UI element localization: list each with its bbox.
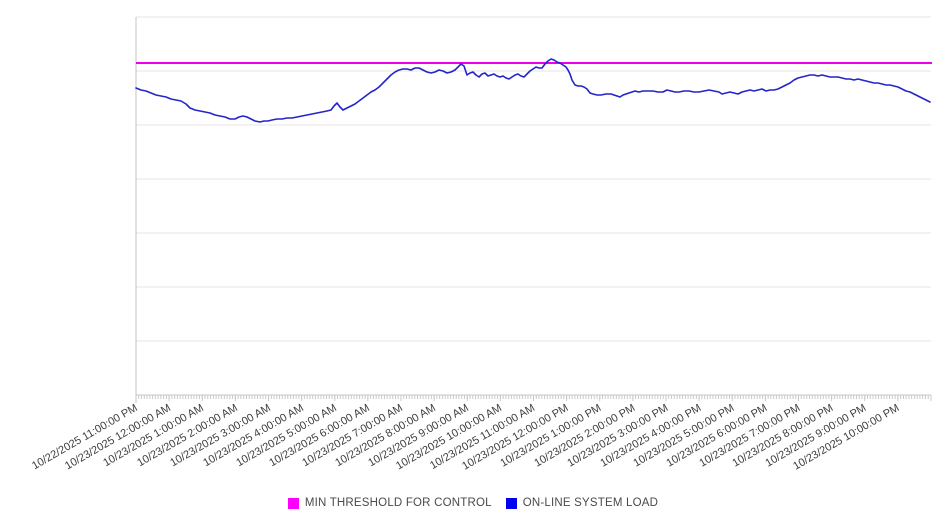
horizontal-gridlines (136, 16, 931, 342)
legend-label: MIN THRESHOLD FOR CONTROL (304, 497, 492, 509)
load-swatch-icon (505, 497, 517, 509)
threshold-swatch-icon (287, 497, 299, 509)
legend-label: ON-LINE SYSTEM LOAD (522, 497, 659, 509)
legend: MIN THRESHOLD FOR CONTROL ON-LINE SYSTEM… (0, 497, 946, 509)
legend-item-min-threshold[interactable]: MIN THRESHOLD FOR CONTROL (287, 497, 492, 509)
line-chart-plot (135, 16, 932, 403)
system-load-line (135, 58, 931, 123)
legend-item-system-load[interactable]: ON-LINE SYSTEM LOAD (505, 497, 659, 509)
x-axis-minor-ticks (135, 395, 932, 401)
